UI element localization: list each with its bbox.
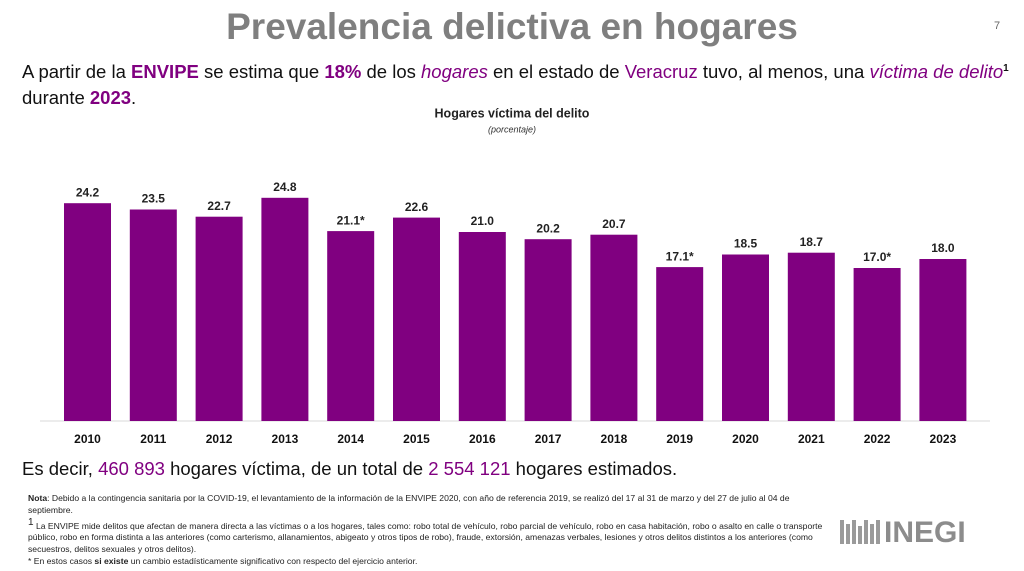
logo-text: INEGI bbox=[884, 516, 966, 549]
text: 460 893 bbox=[98, 458, 165, 479]
slide-title: Prevalencia delictiva en hogares bbox=[226, 6, 798, 47]
x-tick-label: 2015 bbox=[403, 432, 430, 446]
bar bbox=[393, 217, 440, 421]
value-label: 18.0 bbox=[931, 241, 955, 255]
notes: Nota: Debido a la contingencia sanitaria… bbox=[28, 493, 828, 569]
text: La ENVIPE mide delitos que afectan de ma… bbox=[28, 520, 823, 554]
chart-title: Hogares víctima del delito bbox=[435, 106, 590, 120]
footnote-ref: 1 bbox=[1003, 63, 1009, 74]
value-label: 21.1* bbox=[337, 213, 365, 227]
value-label: 22.6 bbox=[405, 200, 429, 214]
value-label: 20.2 bbox=[536, 221, 560, 235]
text: hogares víctima, de un total de bbox=[164, 458, 429, 479]
bar bbox=[327, 231, 375, 421]
bar bbox=[64, 203, 111, 421]
x-tick-label: 2021 bbox=[798, 432, 825, 446]
chart-subtitle: (porcentaje) bbox=[488, 124, 536, 134]
value-label: 24.8 bbox=[273, 180, 297, 194]
intro: A partir de la ENVIPE se estima que 18% … bbox=[22, 56, 1012, 111]
bar bbox=[458, 232, 506, 421]
text: tuvo, al menos, una bbox=[697, 61, 870, 83]
text: A partir de la bbox=[22, 61, 132, 83]
value-label: 18.7 bbox=[800, 235, 824, 249]
text: de los bbox=[361, 61, 422, 83]
text: . bbox=[131, 87, 137, 109]
text: un cambio estadísticamente significativo… bbox=[128, 556, 418, 567]
value-label: 20.7 bbox=[602, 217, 626, 231]
text: 1 bbox=[28, 517, 34, 528]
value-label: 24.2 bbox=[76, 185, 100, 199]
x-tick-label: 2022 bbox=[864, 432, 891, 446]
x-tick-label: 2012 bbox=[206, 432, 233, 446]
text: hogares estimados. bbox=[510, 458, 678, 479]
bar bbox=[787, 252, 835, 421]
text: hogares bbox=[421, 61, 488, 83]
text: Es decir, bbox=[22, 458, 99, 479]
x-tick-label: 2011 bbox=[140, 432, 166, 446]
bar bbox=[919, 259, 967, 421]
bar bbox=[524, 239, 572, 421]
note: * En estos casos si existe un cambio est… bbox=[28, 556, 828, 568]
x-tick-label: 2019 bbox=[666, 432, 693, 446]
text: se estima que bbox=[198, 61, 325, 83]
value-label: 17.1* bbox=[666, 249, 694, 263]
x-tick-label: 2020 bbox=[732, 432, 759, 446]
value-label: 22.7 bbox=[207, 199, 231, 213]
bar bbox=[656, 267, 704, 421]
text: si existe bbox=[94, 556, 129, 567]
value-label: 17.0* bbox=[863, 250, 891, 264]
text: 2023 bbox=[89, 87, 132, 109]
x-tick-label: 2023 bbox=[930, 432, 957, 446]
value-label: 21.0 bbox=[471, 214, 495, 228]
text: ENVIPE bbox=[131, 61, 199, 83]
logo: INEGI bbox=[840, 516, 966, 549]
text: En estos casos bbox=[31, 556, 95, 567]
bar bbox=[129, 209, 177, 421]
x-tick-label: 2016 bbox=[469, 432, 496, 446]
note: Nota: Debido a la contingencia sanitaria… bbox=[28, 493, 828, 516]
bar bbox=[590, 234, 638, 421]
note: 1 La ENVIPE mide delitos que afectan de … bbox=[28, 517, 828, 555]
summary: Es decir, 460 893 hogares víctima, de un… bbox=[22, 458, 677, 480]
text: : Debido a la contingencia sanitaria por… bbox=[28, 493, 790, 515]
logo-icon bbox=[840, 520, 880, 544]
bar bbox=[261, 197, 309, 421]
x-tick-label: 2017 bbox=[535, 432, 562, 446]
text: 18% bbox=[324, 61, 362, 83]
page-number: 7 bbox=[994, 20, 1001, 32]
chart: Hogares víctima del delito (porcentaje) … bbox=[40, 106, 990, 446]
value-label: 18.5 bbox=[734, 237, 758, 251]
x-tick-label: 2014 bbox=[337, 432, 364, 446]
text: 2 554 121 bbox=[428, 458, 511, 479]
text: Veracruz bbox=[624, 61, 698, 83]
bar bbox=[195, 216, 243, 421]
x-tick-label: 2018 bbox=[601, 432, 628, 446]
text: Nota bbox=[28, 493, 48, 503]
x-tick-label: 2013 bbox=[272, 432, 299, 446]
text: en el estado de bbox=[487, 61, 625, 83]
text: * bbox=[28, 556, 32, 567]
bar bbox=[722, 254, 769, 421]
value-label: 23.5 bbox=[142, 192, 166, 206]
bar bbox=[853, 268, 901, 421]
text: durante bbox=[22, 87, 90, 109]
text: víctima de delito bbox=[869, 61, 1004, 83]
x-tick-label: 2010 bbox=[74, 432, 101, 446]
